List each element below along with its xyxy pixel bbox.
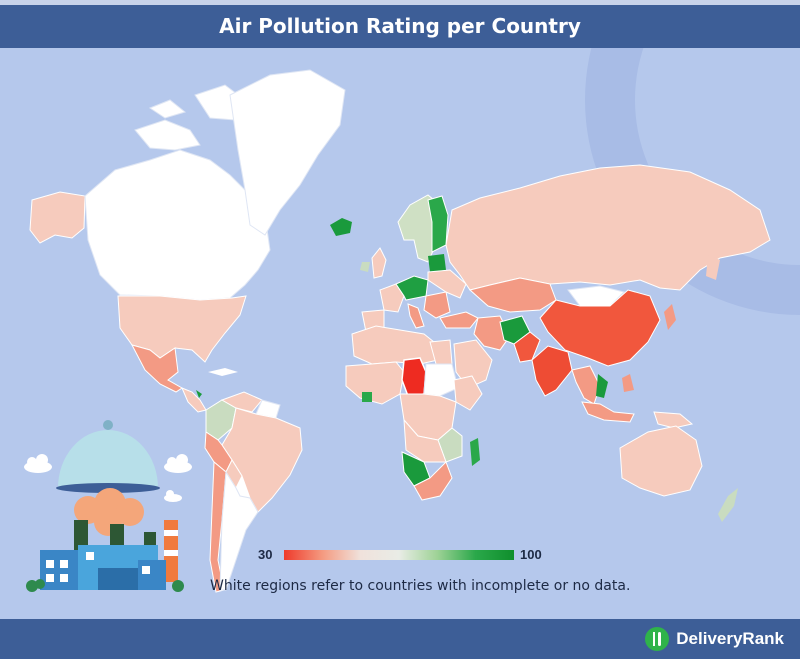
region-japan-korea[interactable] bbox=[664, 304, 676, 330]
region-png[interactable] bbox=[653, 411, 694, 429]
region-france[interactable] bbox=[379, 283, 405, 313]
legend-min-label: 30 bbox=[258, 547, 273, 562]
region-horn[interactable] bbox=[453, 375, 483, 411]
region-ireland[interactable] bbox=[360, 262, 370, 272]
factory-illustration bbox=[24, 420, 192, 592]
region-vietnam[interactable] bbox=[596, 374, 608, 398]
region-argentina[interactable] bbox=[219, 470, 259, 591]
region-india[interactable] bbox=[531, 345, 573, 397]
region-paraguay[interactable] bbox=[236, 476, 250, 498]
smoke-cloud-icon bbox=[74, 488, 144, 536]
region-south-africa[interactable] bbox=[413, 461, 453, 501]
title-bar: Air Pollution Rating per Country bbox=[0, 0, 800, 48]
region-central-america[interactable] bbox=[181, 387, 207, 413]
cloud-right-icon bbox=[164, 454, 192, 473]
region-pakistan[interactable] bbox=[513, 331, 541, 363]
region-west-africa[interactable] bbox=[345, 361, 405, 405]
region-madagascar[interactable] bbox=[470, 438, 480, 466]
region-baltics[interactable] bbox=[428, 254, 446, 272]
region-venezuela[interactable] bbox=[220, 391, 263, 413]
color-legend: 30 100 bbox=[258, 545, 558, 565]
region-china[interactable] bbox=[539, 289, 661, 367]
region-balkans[interactable] bbox=[423, 291, 451, 319]
region-mongolia[interactable] bbox=[567, 285, 625, 307]
shrubs-icon bbox=[26, 579, 184, 592]
region-alaska[interactable] bbox=[29, 191, 86, 244]
cloud-left-icon bbox=[24, 454, 52, 473]
region-ghana[interactable] bbox=[362, 392, 372, 402]
region-chad[interactable] bbox=[401, 357, 427, 397]
glass-dome-icon bbox=[56, 420, 160, 493]
region-kamchatka[interactable] bbox=[706, 255, 720, 280]
region-arctic-islands[interactable] bbox=[134, 84, 246, 151]
region-belarus-ukraine[interactable] bbox=[427, 269, 467, 299]
brand-logo[interactable]: DeliveryRank bbox=[644, 625, 784, 653]
top-strip bbox=[0, 0, 800, 5]
region-mexico[interactable] bbox=[131, 344, 183, 393]
world-map bbox=[29, 48, 800, 593]
region-north-africa[interactable] bbox=[351, 325, 439, 365]
page-title: Air Pollution Rating per Country bbox=[219, 14, 581, 38]
data-note: White regions refer to countries with in… bbox=[210, 578, 631, 594]
region-australia[interactable] bbox=[619, 425, 703, 497]
region-greenland[interactable] bbox=[229, 69, 346, 236]
brand-name: DeliveryRank bbox=[676, 629, 784, 648]
region-se-asia[interactable] bbox=[571, 365, 601, 405]
footer-bar: DeliveryRank bbox=[0, 619, 800, 659]
legend-max-label: 100 bbox=[520, 547, 542, 562]
region-uk[interactable] bbox=[371, 247, 387, 279]
region-sudan[interactable] bbox=[423, 363, 459, 397]
region-indonesia[interactable] bbox=[581, 401, 635, 423]
region-arabia[interactable] bbox=[453, 339, 493, 389]
region-canada[interactable] bbox=[84, 149, 271, 301]
region-costa-rica[interactable] bbox=[196, 390, 202, 398]
region-new-zealand[interactable] bbox=[718, 488, 738, 522]
region-iceland[interactable] bbox=[330, 218, 352, 236]
factory-building-icon bbox=[40, 545, 166, 590]
region-turkey[interactable] bbox=[439, 311, 479, 329]
cloud-mid-icon bbox=[164, 490, 182, 502]
fork-knife-icon bbox=[645, 627, 670, 651]
region-italy[interactable] bbox=[407, 303, 425, 329]
region-cuba[interactable] bbox=[208, 368, 238, 376]
region-philippines[interactable] bbox=[622, 374, 634, 392]
legend-gradient-bar bbox=[284, 550, 514, 560]
